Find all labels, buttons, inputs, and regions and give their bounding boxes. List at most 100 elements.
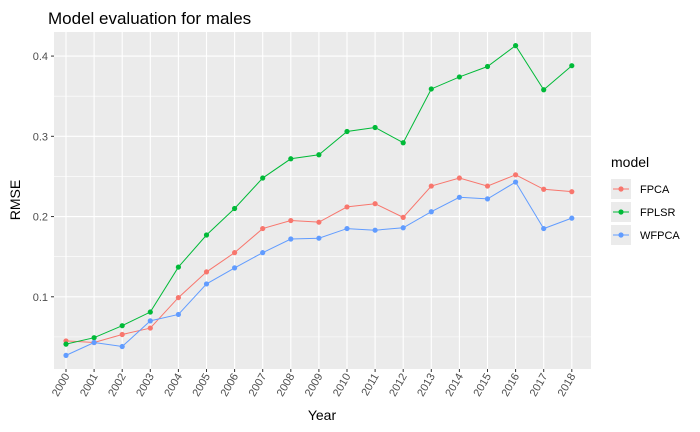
x-tick-label: 2007 bbox=[247, 372, 270, 399]
legend-item-fpca: FPCA bbox=[611, 179, 670, 199]
data-point bbox=[428, 209, 434, 215]
x-tick-label: 2016 bbox=[500, 372, 523, 399]
x-tick-label: 2013 bbox=[415, 372, 438, 399]
legend-items: FPCA FPLSR WFPCA bbox=[611, 179, 680, 245]
data-point bbox=[175, 294, 181, 301]
x-axis-title: Year bbox=[308, 407, 337, 423]
y-axis: 0.1 0.2 0.3 0.4 bbox=[33, 51, 54, 304]
data-point bbox=[203, 281, 210, 287]
data-point bbox=[288, 236, 294, 242]
data-point bbox=[400, 225, 406, 231]
data-point bbox=[316, 219, 322, 225]
data-point bbox=[541, 186, 547, 192]
grid-minor bbox=[54, 95, 591, 338]
data-point bbox=[456, 194, 462, 200]
legend-key-point bbox=[618, 209, 624, 215]
data-point bbox=[428, 183, 434, 189]
legend: model FPCA FPLSR WFPCA bbox=[611, 154, 680, 245]
data-point bbox=[372, 201, 378, 207]
data-point bbox=[260, 225, 266, 232]
data-point bbox=[344, 204, 350, 210]
x-tick-label: 2002 bbox=[106, 372, 129, 399]
x-tick-label: 2005 bbox=[190, 372, 213, 399]
data-point bbox=[175, 311, 181, 318]
data-point bbox=[63, 341, 69, 347]
x-tick-label: 2001 bbox=[78, 372, 101, 399]
chart-title: Model evaluation for males bbox=[48, 9, 251, 28]
plot-panel bbox=[54, 32, 591, 369]
data-point bbox=[541, 87, 547, 93]
x-tick-label: 2000 bbox=[50, 372, 73, 399]
data-point bbox=[569, 189, 575, 195]
data-point bbox=[288, 217, 294, 224]
legend-label: FPLSR bbox=[640, 207, 676, 219]
data-point bbox=[372, 124, 378, 131]
y-tick-label: 0.4 bbox=[33, 51, 48, 63]
y-axis-title: RMSE bbox=[7, 180, 23, 220]
data-point bbox=[456, 175, 462, 181]
data-point bbox=[232, 265, 238, 271]
x-tick-label: 2009 bbox=[303, 372, 326, 399]
legend-item-wfpca: WFPCA bbox=[611, 225, 680, 245]
data-point bbox=[513, 172, 519, 178]
legend-label: WFPCA bbox=[640, 230, 680, 242]
series-fplsr bbox=[63, 43, 575, 347]
data-point bbox=[513, 43, 519, 49]
data-point bbox=[456, 74, 462, 80]
data-point bbox=[569, 215, 575, 221]
data-point bbox=[91, 339, 97, 346]
data-point bbox=[119, 331, 125, 338]
data-point bbox=[372, 227, 378, 233]
data-point bbox=[541, 225, 547, 232]
data-point bbox=[344, 128, 350, 135]
data-point bbox=[428, 86, 434, 92]
data-point bbox=[400, 214, 406, 220]
data-point bbox=[569, 63, 575, 69]
x-axis: 2000 2001 2002 2003 2004 2005 2006 2007 2008 2009… bbox=[50, 369, 578, 399]
x-tick-label: 2017 bbox=[528, 372, 551, 399]
x-tick-label: 2015 bbox=[471, 372, 494, 399]
x-tick-label: 2008 bbox=[275, 372, 298, 399]
x-tick-label: 2012 bbox=[387, 372, 410, 399]
x-tick-label: 2003 bbox=[134, 372, 157, 399]
data-point bbox=[147, 318, 153, 324]
legend-item-fplsr: FPLSR bbox=[611, 202, 676, 222]
series-wfpca bbox=[63, 179, 575, 358]
data-point bbox=[232, 205, 238, 212]
y-tick-label: 0.2 bbox=[33, 212, 48, 224]
x-tick-label: 2004 bbox=[162, 372, 185, 399]
data-point bbox=[119, 323, 125, 329]
x-tick-label: 2014 bbox=[443, 372, 466, 399]
legend-key-point bbox=[618, 232, 624, 238]
x-tick-label: 2018 bbox=[556, 372, 579, 399]
y-tick-label: 0.3 bbox=[33, 131, 48, 143]
x-tick-label: 2006 bbox=[219, 372, 242, 399]
data-point bbox=[147, 309, 153, 315]
series-layer bbox=[63, 43, 575, 358]
data-point bbox=[203, 269, 210, 275]
data-point bbox=[260, 175, 266, 181]
data-point bbox=[147, 325, 153, 331]
data-point bbox=[344, 225, 350, 232]
data-point bbox=[513, 179, 519, 185]
data-point bbox=[316, 235, 322, 241]
data-point bbox=[400, 140, 406, 146]
data-point bbox=[119, 343, 125, 350]
x-tick-label: 2010 bbox=[331, 372, 354, 399]
legend-label: FPCA bbox=[640, 184, 670, 196]
data-point bbox=[232, 250, 238, 256]
data-point bbox=[288, 156, 294, 162]
data-point bbox=[316, 152, 322, 158]
data-point bbox=[91, 335, 97, 341]
data-point bbox=[484, 183, 491, 189]
legend-key-point bbox=[618, 186, 624, 192]
data-point bbox=[484, 196, 491, 202]
data-point bbox=[63, 352, 69, 358]
data-point bbox=[175, 264, 181, 270]
x-tick-label: 2011 bbox=[359, 372, 381, 398]
y-tick-label: 0.1 bbox=[33, 292, 48, 304]
legend-title: model bbox=[611, 154, 649, 170]
data-point bbox=[203, 232, 210, 238]
data-point bbox=[484, 63, 491, 70]
